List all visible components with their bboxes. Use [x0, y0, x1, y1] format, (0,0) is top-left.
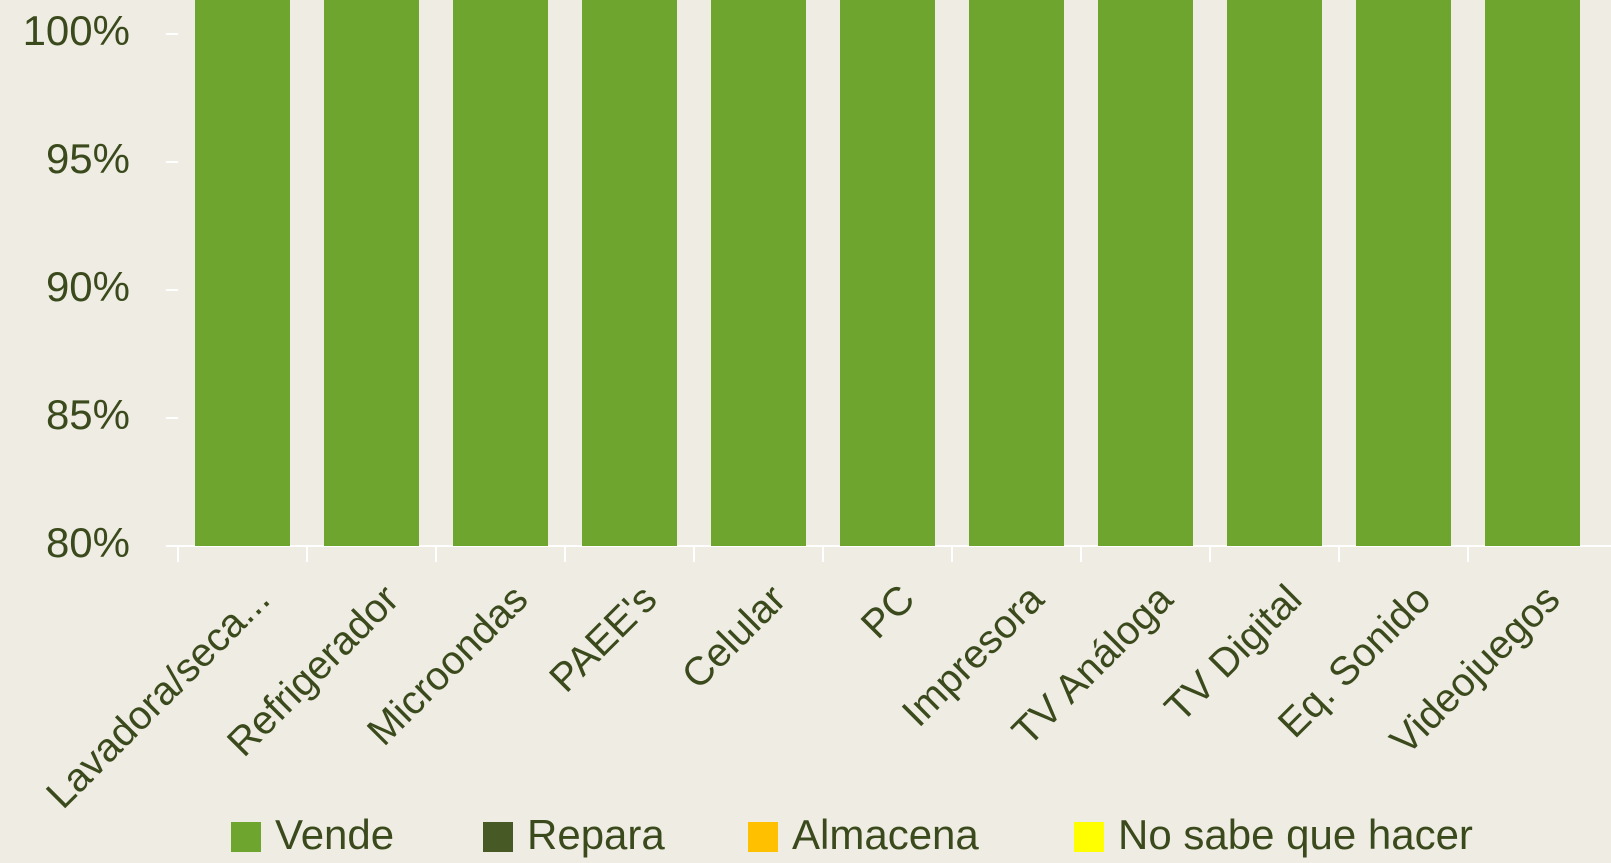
legend-label: Almacena: [792, 811, 979, 858]
legend-label: Repara: [527, 811, 665, 858]
bar-segment: [195, 0, 290, 546]
y-tick-label: 90%: [46, 263, 130, 310]
y-tick-label: 80%: [46, 519, 130, 566]
x-tick-label: PC: [853, 577, 923, 647]
bar-segment: [582, 0, 677, 546]
bar-segment: [969, 0, 1064, 546]
bar-segment: [1098, 0, 1193, 546]
bar-segment: [840, 0, 935, 546]
legend-swatch: [1074, 822, 1104, 852]
x-tick-label: Celular: [674, 577, 795, 698]
bar-segment: [1485, 0, 1580, 546]
bar-segment: [1356, 0, 1451, 546]
bar-segment: [324, 0, 419, 546]
legend-label: No sabe que hacer: [1118, 811, 1473, 858]
y-tick-label: 95%: [46, 135, 130, 182]
bar-segment: [1227, 0, 1322, 546]
y-tick-label: 85%: [46, 391, 130, 438]
x-tick-label: Lavadora/seca...: [38, 577, 278, 817]
legend-swatch: [231, 822, 261, 852]
bar-segment: [453, 0, 548, 546]
bar-segment: [711, 0, 806, 546]
x-tick-label: PAEE's: [541, 577, 665, 701]
legend-label: Vende: [275, 811, 394, 858]
legend-swatch: [748, 822, 778, 852]
legend-swatch: [483, 822, 513, 852]
y-tick-label: 100%: [23, 7, 130, 54]
